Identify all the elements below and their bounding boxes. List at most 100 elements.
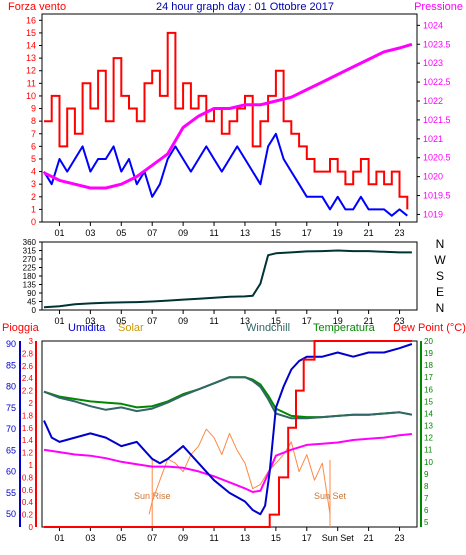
rain-y-tick-label-4: 0.8 [22,473,34,482]
compass-label-2: S [436,269,444,283]
direction-y-tick-label-2: 90 [27,289,36,298]
solar-series [148,428,331,515]
direction-x-tick-label-6: 13 [240,316,250,326]
direction-y-tick-label-7: 315 [23,247,37,256]
wind-x-tick-label-1: 03 [85,228,95,238]
compass-label-0: N [436,237,445,251]
direction-y-tick-label-8: 360 [23,238,37,247]
wind-y-tick-label-7: 7 [31,129,36,139]
umidita-series [43,343,413,516]
wind-y-tick-label-2: 2 [31,192,36,202]
pressure-y-tick-label-7: 1022.5 [423,77,451,87]
rain-y-tick-label-8: 1.6 [22,424,34,433]
climate-x-tick-label-3: 07 [147,533,157,543]
wind-y-tick-label-11: 11 [27,78,36,88]
rain-y-tick-label-12: 2.4 [22,374,34,383]
climate-x-tick-label-6: 13 [240,533,250,543]
direction-y-tick-label-6: 270 [23,255,37,264]
humidity-y-tick-label-7: 85 [6,360,16,370]
rain-y-tick-label-9: 1.8 [22,411,34,420]
temperature-y-tick-label-14: 19 [424,349,433,358]
humidity-y-tick-label-5: 75 [6,403,16,413]
wind-y-tick-label-15: 15 [26,28,36,38]
temperature-y-tick-label-0: 5 [424,518,429,527]
wind-y-tick-label-1: 1 [31,204,36,214]
climate-x-tick-label-9: Sun Set [322,533,355,543]
pressure-y-tick-label-1: 1019.5 [423,191,451,201]
direction-x-tick-label-7: 15 [271,316,281,326]
temperature-y-tick-label-8: 13 [424,422,433,431]
temperature-y-tick-label-1: 6 [424,506,429,515]
rain-y-tick-label-3: 0.6 [22,486,34,495]
pressure-y-tick-label-5: 1021.5 [423,115,451,125]
temperature-y-tick-label-12: 17 [424,373,433,382]
rain-y-tick-label-13: 2.6 [22,362,34,371]
humidity-y-tick-label-1: 55 [6,488,16,498]
climate-x-tick-label-2: 05 [116,533,126,543]
compass-label-4: N [436,301,445,315]
temperatura-series [43,376,413,419]
wind-y-tick-label-10: 10 [26,91,36,101]
wind-y-tick-label-9: 9 [31,104,36,114]
pressure-axis-label: Pressione [414,1,463,13]
direction-x-tick-label-1: 03 [85,316,95,326]
rain-y-tick-label-11: 2.2 [22,387,34,396]
pressure-y-tick-label-8: 1023 [423,58,443,68]
temperature-y-tick-label-15: 20 [424,337,433,346]
direction-y-tick-label-3: 135 [23,281,37,290]
wind-y-tick-label-0: 0 [31,217,36,227]
wind-x-tick-label-2: 05 [116,228,126,238]
wind-x-tick-label-8: 17 [302,228,312,238]
wind-average-series [43,132,408,217]
wind-y-tick-label-16: 16 [26,15,36,25]
wind-x-tick-label-5: 11 [209,228,218,238]
direction-x-tick-label-2: 05 [116,316,126,326]
wind-y-tick-label-12: 12 [26,66,36,76]
climate-x-tick-label-8: 17 [302,533,312,543]
wind-y-tick-label-3: 3 [31,179,36,189]
wind-y-tick-label-8: 8 [31,116,36,126]
direction-x-tick-label-9: 19 [333,316,343,326]
direction-y-tick-label-0: 0 [32,306,37,315]
wind-speed-axis-label: Forza vento [8,1,66,13]
humidity-y-tick-label-3: 65 [6,445,16,455]
sun-marker-label-1: Sun Set [314,491,347,501]
legend-label-4: Temperatura [313,322,376,334]
compass-label-3: E [436,285,444,299]
wind-direction-series [43,249,412,309]
pressure-y-tick-label-4: 1021 [423,134,443,144]
wind-x-tick-label-0: 01 [54,228,64,238]
legend-label-2: Solar [118,322,144,334]
temperature-y-tick-label-13: 18 [424,361,433,370]
pressure-y-tick-label-10: 1024 [423,20,443,30]
wind-x-tick-label-9: 19 [333,228,343,238]
direction-y-tick-label-5: 225 [23,264,37,273]
windchill-series [43,376,413,420]
humidity-y-tick-label-6: 80 [6,382,16,392]
climate-x-tick-label-1: 03 [85,533,95,543]
wind-y-tick-label-4: 4 [31,167,36,177]
dew-point-series [43,433,412,493]
humidity-y-tick-label-8: 90 [6,339,16,349]
direction-x-tick-label-8: 17 [302,316,312,326]
direction-x-tick-label-4: 09 [178,316,188,326]
temperature-y-tick-label-9: 14 [424,409,433,418]
pioggia-series [44,340,412,528]
pressure-y-tick-label-9: 1023.5 [423,39,451,49]
legend-label-3: Windchill [246,322,290,334]
rain-y-tick-label-6: 1.2 [22,449,34,458]
temperature-y-tick-label-5: 10 [424,458,433,467]
legend-label-1: Umidita [68,322,106,334]
climate-x-tick-label-5: 11 [209,533,218,543]
wind-gust-series [44,31,409,210]
climate-x-tick-label-7: 15 [271,533,281,543]
rain-y-tick-label-1: 0.2 [22,511,34,520]
legend-label-5: Dew Point (°C) [393,322,466,334]
chart-title: 24 hour graph day : 01 Ottobre 2017 [156,1,334,13]
direction-x-tick-label-5: 11 [209,316,218,326]
rain-y-tick-label-2: 0.4 [22,498,34,507]
humidity-y-tick-label-2: 60 [6,467,16,477]
humidity-y-tick-label-0: 50 [6,509,16,519]
rain-y-tick-label-7: 1.4 [22,436,34,445]
